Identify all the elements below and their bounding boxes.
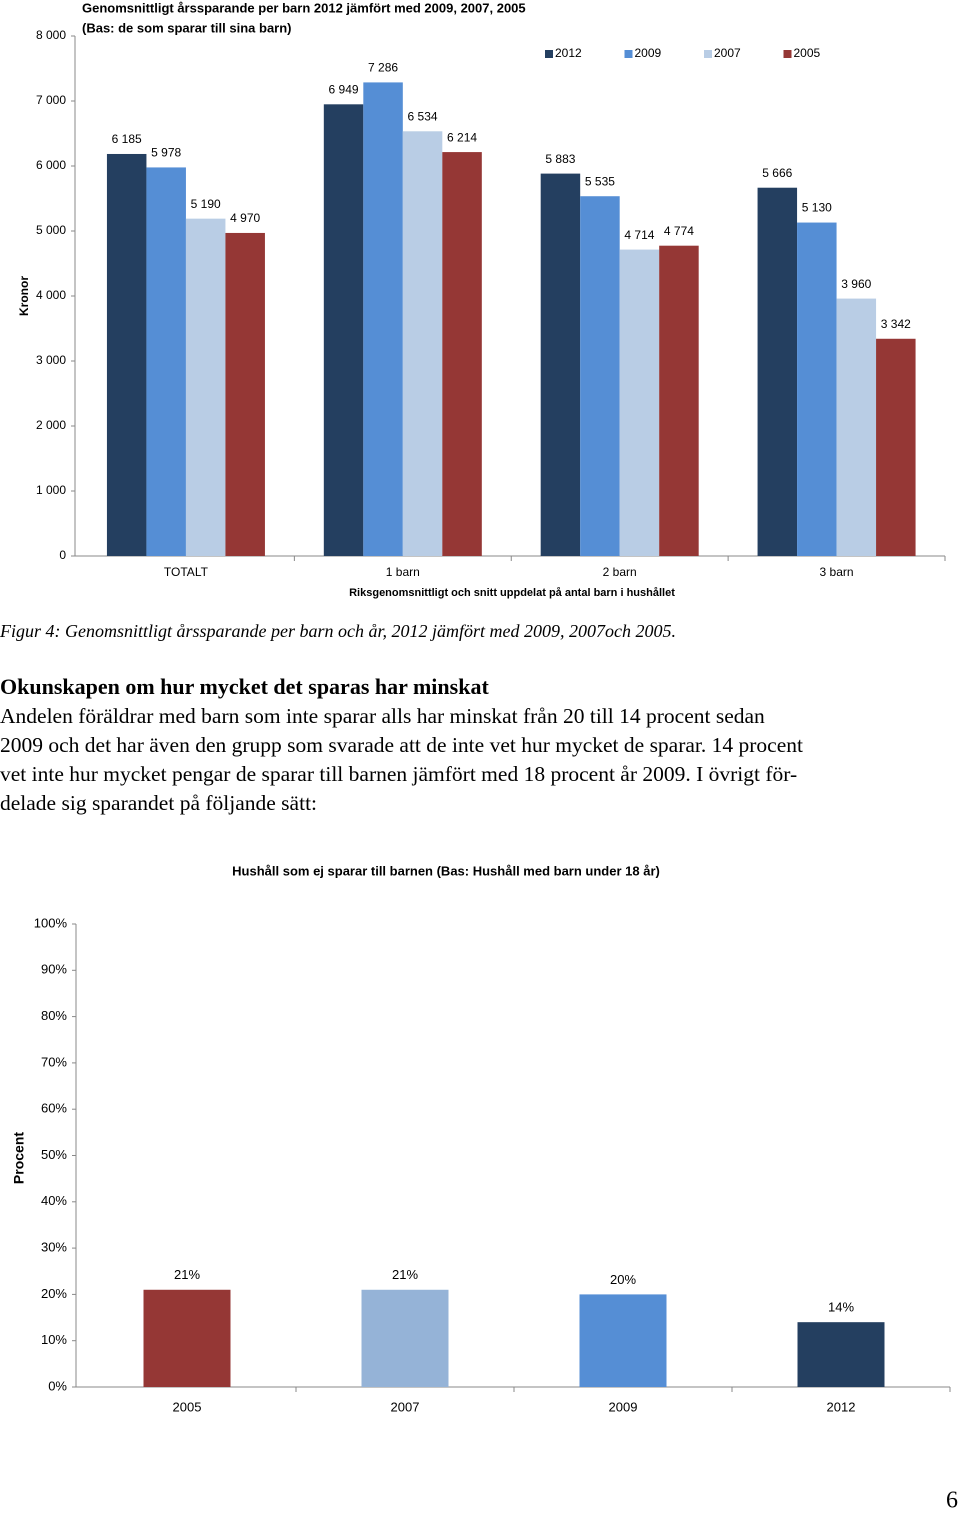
paragraph-line: 2009 och det har även den grupp som svar… [0,733,803,757]
x-tick-label: 2 barn [603,565,637,579]
y-tick-label: 0 [59,548,66,562]
y-tick-label: 5 000 [36,223,66,237]
value-label: 6 214 [447,130,477,144]
value-label: 5 130 [802,201,832,215]
value-label: 20% [610,1272,636,1287]
paragraph-line: Andelen föräldrar med barn som inte spar… [0,704,765,728]
value-label: 5 883 [545,152,575,166]
y-tick-label: 10% [41,1332,67,1347]
legend-swatch [545,50,553,58]
bar [106,153,147,556]
bar [836,298,877,556]
page-number: 6 [946,1488,958,1513]
legend-label: 2009 [635,46,662,60]
bar [876,338,916,556]
bar [757,187,798,556]
value-label: 6 534 [408,109,438,123]
bar [659,245,699,556]
value-label: 5 190 [191,197,221,211]
value-label: 3 960 [841,277,871,291]
bar [363,82,403,556]
y-tick-label: 20% [41,1286,67,1301]
x-axis-label: Riksgenomsnittligt och snitt uppdelat på… [349,587,675,599]
y-tick-label: 3 000 [36,353,66,367]
legend-label: 2012 [555,46,582,60]
y-tick-label: 6 000 [36,158,66,172]
chart-title: Hushåll som ej sparar till barnen (Bas: … [232,863,660,878]
value-label: 7 286 [368,61,398,75]
y-tick-label: 100% [34,915,68,930]
y-tick-label: 80% [41,1008,67,1023]
value-label: 14% [828,1300,854,1315]
heading: Okunskapen om hur mycket det sparas har … [0,674,489,699]
bar [579,1294,667,1387]
paragraph-line: vet inte hur mycket pengar de sparar til… [0,762,797,786]
value-label: 5 666 [762,166,792,180]
chart-title: Genomsnittligt årssparande per barn 2012… [82,0,526,15]
paragraph-line: delade sig sparandet på följande sätt: [0,791,317,815]
y-axis-label: Procent [11,1132,27,1184]
x-tick-label: TOTALT [164,565,209,579]
legend-label: 2005 [794,46,821,60]
bar [797,1322,885,1387]
chart-subtitle: (Bas: de som sparar till sina barn) [82,20,292,35]
y-tick-label: 90% [41,962,67,977]
value-label: 6 185 [112,132,142,146]
bar [146,167,186,556]
y-tick-label: 2 000 [36,418,66,432]
value-label: 4 714 [624,228,654,242]
value-label: 4 970 [230,211,260,225]
value-label: 5 535 [585,174,615,188]
value-label: 21% [174,1267,200,1282]
x-tick-label: 2005 [173,1399,202,1414]
x-tick-label: 2012 [827,1399,856,1414]
value-label: 21% [392,1267,418,1282]
value-label: 5 978 [151,146,181,160]
bar [540,173,581,557]
legend-swatch [783,50,792,58]
value-label: 3 342 [881,317,911,331]
legend-swatch [704,50,712,58]
y-tick-label: 1 000 [36,483,66,497]
bar [185,218,226,556]
y-tick-label: 7 000 [36,93,66,107]
y-tick-label: 30% [41,1240,67,1255]
bar [797,222,837,557]
y-axis-label: Kronor [17,276,31,316]
legend-label: 2007 [714,46,741,60]
bar [323,104,364,556]
x-tick-label: 1 barn [386,565,420,579]
bar [580,196,620,556]
y-tick-label: 70% [41,1054,67,1069]
y-tick-label: 4 000 [36,288,66,302]
x-tick-label: 3 barn [820,565,854,579]
y-tick-label: 40% [41,1193,67,1208]
bar [619,249,660,556]
y-tick-label: 8 000 [36,28,66,42]
legend-swatch [624,50,633,58]
x-tick-label: 2009 [609,1399,638,1414]
bar [402,131,443,557]
x-tick-label: 2007 [391,1399,420,1414]
bar [442,152,482,556]
bar [361,1289,449,1387]
value-label: 6 949 [329,82,359,96]
value-label: 4 774 [664,224,694,238]
y-tick-label: 0% [48,1378,67,1393]
y-tick-label: 50% [41,1147,67,1162]
bar [225,232,265,556]
bar [143,1289,231,1387]
figure-caption: Figur 4: Genomsnittligt årssparande per … [0,621,676,641]
y-tick-label: 60% [41,1101,67,1116]
